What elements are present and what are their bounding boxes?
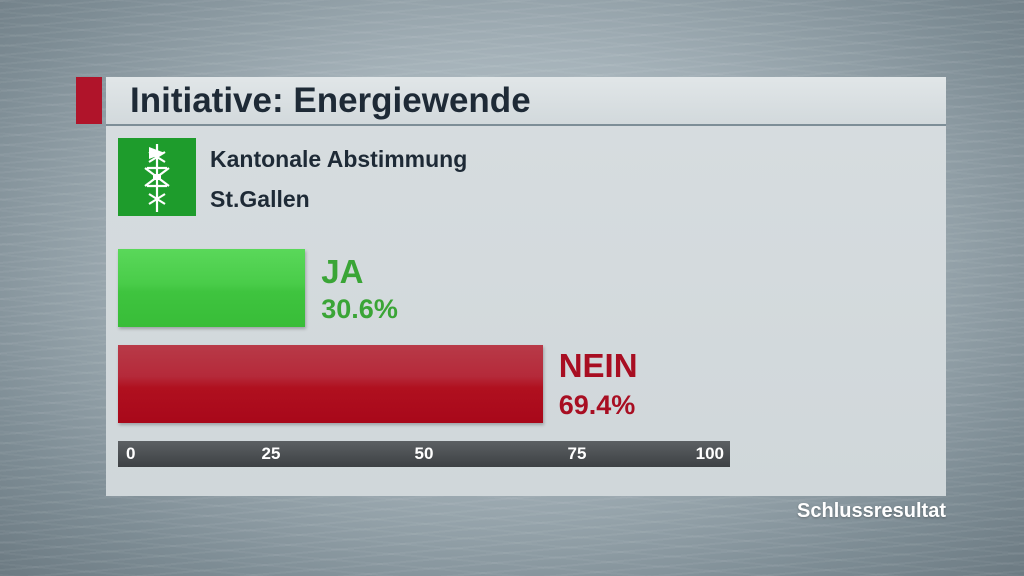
x-tick-label: 25 bbox=[261, 444, 281, 463]
canton-name: St.Gallen bbox=[210, 186, 310, 212]
x-tick-label: 100 bbox=[695, 444, 724, 463]
bar-nein-label: NEIN bbox=[558, 347, 638, 384]
bar-ja-label: JA bbox=[321, 253, 364, 290]
st-gallen-coat-of-arms-icon bbox=[118, 138, 196, 216]
title-bar bbox=[106, 77, 946, 126]
x-axis: 0 25 50 75 100 bbox=[118, 441, 730, 467]
status-label: Schlussresultat bbox=[797, 500, 946, 522]
bar-nein bbox=[118, 345, 543, 423]
title-accent bbox=[76, 77, 102, 124]
bar-ja bbox=[118, 249, 306, 327]
x-tick-label: 50 bbox=[414, 444, 434, 463]
bar-nein-value: 69.4% bbox=[558, 390, 636, 420]
x-tick-label: 75 bbox=[567, 444, 587, 463]
vote-type: Kantonale Abstimmung bbox=[210, 146, 468, 172]
page-title: Initiative: Energiewende bbox=[130, 81, 531, 120]
bar-ja-value: 30.6% bbox=[321, 294, 398, 324]
x-tick-label: 0 bbox=[126, 444, 136, 463]
